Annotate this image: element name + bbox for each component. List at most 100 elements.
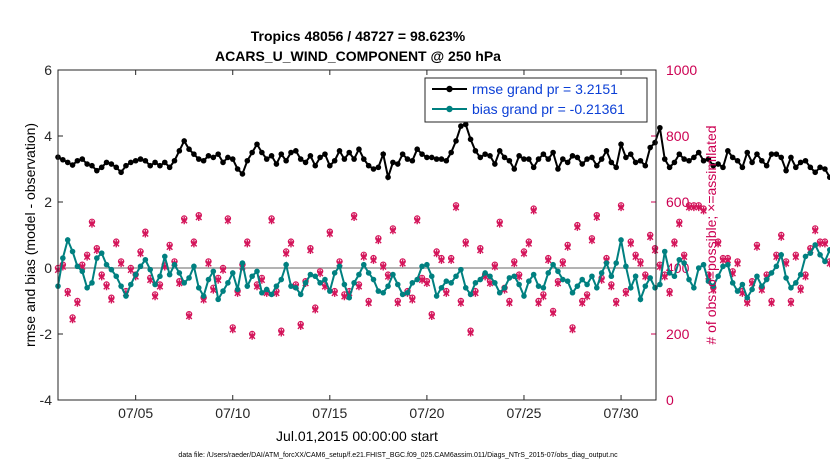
bias-point <box>414 276 420 283</box>
rmse-point <box>293 148 299 154</box>
rmse-point <box>487 153 493 159</box>
bias-point <box>681 260 687 266</box>
bias-point <box>307 271 314 278</box>
bias-point <box>210 268 217 275</box>
rmse-point <box>186 146 192 152</box>
rmse-point <box>822 166 828 172</box>
rmse-point <box>603 148 610 154</box>
bias-point <box>390 271 396 278</box>
bias-point <box>404 289 411 296</box>
obs-assimilated-point <box>88 220 96 228</box>
obs-assimilated-point <box>632 253 639 261</box>
rmse-point <box>627 151 634 157</box>
bias-point <box>181 280 188 286</box>
rmse-point <box>380 151 387 157</box>
bias-point <box>336 263 343 270</box>
obs-assimilated-point <box>428 312 436 320</box>
rmse-point <box>632 159 639 166</box>
x-tick-label: 07/15 <box>312 405 347 421</box>
bias-point <box>79 268 86 275</box>
rmse-point <box>249 149 255 156</box>
bias-point <box>496 289 503 296</box>
obs-assimilated-point <box>714 239 722 248</box>
rmse-point <box>79 156 86 162</box>
obs-assimilated-point <box>219 266 227 274</box>
rmse-point <box>205 153 212 159</box>
bias-point <box>535 283 542 289</box>
rmse-point <box>763 162 770 169</box>
bias-point <box>686 276 692 283</box>
obs-assimilated-point <box>64 289 72 297</box>
bias-point <box>161 253 168 260</box>
y-axis-label: rmse and bias (model - observation) <box>22 123 38 347</box>
obs-assimilated-point <box>248 332 256 340</box>
bias-point <box>632 273 639 280</box>
legend: rmse grand pr = 3.2151 bias grand pr = -… <box>424 77 648 123</box>
obs-assimilated-point <box>510 259 518 268</box>
rmse-point <box>312 162 319 169</box>
rmse-point <box>458 123 464 129</box>
bias-point <box>327 288 333 294</box>
bias-point <box>60 255 66 261</box>
bias-point <box>200 293 207 299</box>
obs-assimilated-point <box>515 272 523 281</box>
bias-point <box>477 276 484 283</box>
obs-assimilated-point <box>535 299 542 307</box>
rmse-point <box>817 164 823 171</box>
bias-point <box>661 248 668 255</box>
rmse-point <box>263 156 270 162</box>
rmse-point <box>443 157 450 164</box>
rmse-point <box>433 156 440 162</box>
rmse-point <box>802 157 809 164</box>
bias-point <box>778 252 785 258</box>
bias-point <box>176 270 183 276</box>
bias-point <box>142 256 149 263</box>
rmse-point <box>647 144 653 151</box>
obs-assimilated-point <box>593 213 601 221</box>
bias-point <box>569 289 576 296</box>
obs-assimilated-point <box>195 213 203 221</box>
x-tick-label: 07/20 <box>409 405 444 421</box>
bias-point <box>356 271 362 278</box>
obs-assimilated-point <box>821 239 829 248</box>
rmse-point <box>729 154 736 161</box>
bias-point <box>700 261 707 268</box>
bias-point <box>443 278 450 285</box>
rmse-point <box>171 157 178 164</box>
y-tick-label: 2 <box>44 194 52 210</box>
rmse-point <box>744 149 751 156</box>
rmse-point <box>142 157 149 164</box>
rmse-point <box>331 157 338 164</box>
rmse-point <box>506 157 513 164</box>
obs-assimilated-point <box>792 253 800 261</box>
y-tick-label: 6 <box>44 62 52 78</box>
rmse-point <box>681 156 687 162</box>
obs-assimilated-point <box>268 216 275 225</box>
obs-assimilated-point <box>394 299 402 307</box>
obs-assimilated-point <box>282 249 290 258</box>
bias-point <box>540 285 547 291</box>
rmse-point <box>797 159 804 166</box>
obs-assimilated-point <box>734 259 741 268</box>
rmse-point <box>492 161 498 167</box>
rmse-point <box>521 156 527 162</box>
bias-point <box>351 280 357 286</box>
bias-point <box>195 285 202 291</box>
y-tick-label: -2 <box>40 326 53 342</box>
obs-assimilated-point <box>205 259 212 268</box>
obs-assimilated-point <box>443 289 450 297</box>
rmse-point <box>137 156 144 162</box>
obs-assimilated-point <box>384 272 392 281</box>
rmse-point <box>438 156 445 162</box>
rmse-point <box>676 151 683 157</box>
y-tick-label: 4 <box>44 128 52 144</box>
rmse-point <box>569 153 576 159</box>
obs-assimilated-point <box>666 289 673 297</box>
bias-point <box>627 285 634 291</box>
rmse-point <box>108 161 115 167</box>
rmse-point <box>399 151 406 157</box>
bias-point <box>254 268 260 275</box>
obs-assimilated-point <box>360 253 368 261</box>
bias-point <box>375 288 382 294</box>
bias-point <box>657 281 663 288</box>
